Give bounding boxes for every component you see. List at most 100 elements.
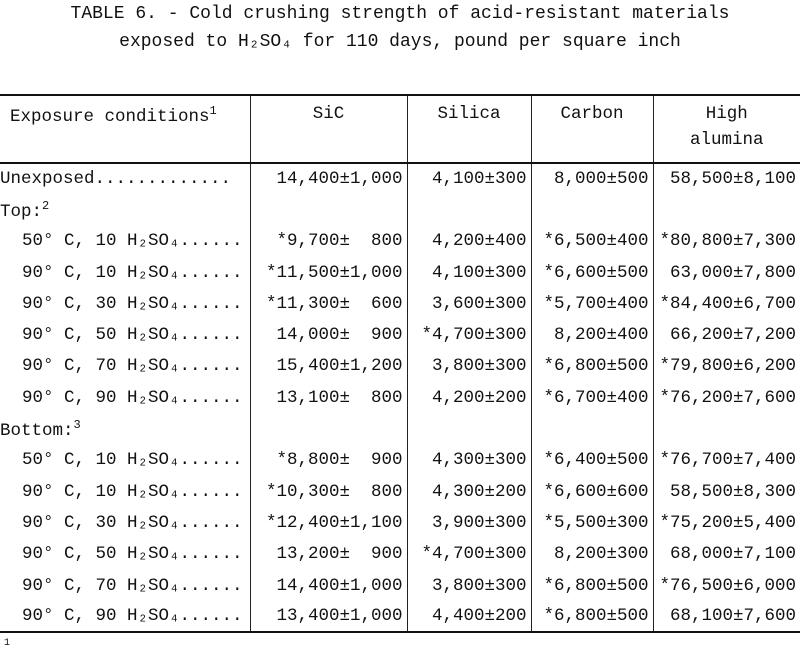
condition-label: 90° C, 30 H₂SO₄......: [22, 512, 243, 533]
condition-label: 90° C, 90 H₂SO₄......: [22, 606, 243, 627]
crushing-strength-table: Exposure conditions1 SiC Silica Carbon H…: [0, 94, 800, 634]
value-cell-carbon: *6,700±400: [530, 382, 653, 414]
value-cell-carbon: *5,500±300: [530, 507, 653, 539]
value-cell-carbon: *6,800±500: [530, 350, 653, 383]
footnote-ref: 2: [42, 198, 50, 213]
condition-label: 90° C, 90 H₂SO₄......: [22, 387, 243, 408]
exposure-condition-cell: 50° C, 10 H₂SO₄......: [0, 445, 250, 476]
value-cell-sic: *9,700± 800: [249, 225, 407, 257]
exposure-condition-cell: Top:2: [0, 194, 250, 225]
value-cell-high-alumina: *76,500±6,000: [652, 569, 800, 602]
value-cell-sic: 14,400±1,000: [249, 569, 407, 602]
value-cell-high-alumina: 58,500±8,100: [652, 163, 800, 195]
condition-label: Top:: [0, 201, 43, 222]
value-cell-carbon: *6,600±500: [530, 256, 653, 289]
exposure-condition-cell: Bottom:3: [0, 413, 250, 444]
condition-label: 90° C, 70 H₂SO₄......: [22, 575, 243, 596]
condition-label: 50° C, 10 H₂SO₄......: [22, 450, 243, 471]
value-cell-silica: [406, 413, 531, 445]
table-row: 90° C, 70 H₂SO₄...... 14,400±1,000 3,800±3…: [0, 569, 800, 602]
exposure-condition-cell: 90° C, 50 H₂SO₄......: [0, 539, 250, 570]
value-cell-silica: 4,400±200: [406, 601, 531, 634]
header-label: alumina: [689, 130, 764, 150]
value-cell-carbon: *6,500±400: [530, 225, 653, 257]
value-cell-carbon: *6,800±500: [530, 569, 653, 602]
value-cell-carbon: [530, 413, 653, 445]
exposure-condition-cell: 90° C, 70 H₂SO₄......: [0, 351, 250, 382]
value-cell-high-alumina: 58,500±8,300: [652, 475, 800, 508]
condition-label: 90° C, 50 H₂SO₄......: [22, 544, 243, 565]
table-row: 90° C, 30 H₂SO₄...... *11,300± 600 3,600±3…: [0, 288, 800, 320]
value-cell-silica: 3,800±300: [406, 350, 531, 383]
table-row: 90° C, 10 H₂SO₄...... *11,500±1,000 4,100±…: [0, 256, 800, 289]
value-cell-sic: 13,400±1,000: [249, 601, 407, 634]
value-cell-high-alumina: *75,200±5,400: [652, 507, 800, 539]
table-row: 90° C, 10 H₂SO₄...... *10,300± 800 4,300±2…: [0, 475, 800, 508]
table-row: 90° C, 90 H₂SO₄...... 13,400±1,000 4,400±2…: [0, 601, 800, 634]
exposure-condition-cell: 90° C, 90 H₂SO₄......: [0, 601, 250, 634]
value-cell-carbon: *5,700±400: [530, 288, 653, 320]
table-row: 90° C, 50 H₂SO₄...... 13,200± 900 *4,700±3…: [0, 538, 800, 570]
value-cell-carbon: 8,200±400: [530, 319, 653, 351]
value-cell-sic: [249, 194, 407, 226]
value-cell-high-alumina: 66,200±7,200: [652, 319, 800, 351]
value-cell-carbon: *6,400±500: [530, 444, 653, 476]
value-cell-carbon: *6,800±500: [530, 601, 653, 634]
value-cell-sic: *11,300± 600: [249, 288, 407, 320]
value-cell-high-alumina: *76,200±7,600: [652, 382, 800, 414]
exposure-condition-cell: 50° C, 10 H₂SO₄......: [0, 226, 250, 257]
condition-label: 90° C, 10 H₂SO₄......: [22, 481, 243, 502]
value-cell-high-alumina: 68,000±7,100: [652, 538, 800, 570]
header-silica: Silica: [406, 94, 531, 164]
value-cell-sic: *12,400±1,100: [249, 507, 407, 539]
value-cell-sic: 14,400±1,000: [249, 163, 407, 195]
exposure-condition-cell: 90° C, 50 H₂SO₄......: [0, 319, 250, 350]
table-row: 90° C, 90 H₂SO₄...... 13,100± 800 4,200±20…: [0, 382, 800, 414]
table-row: 90° C, 50 H₂SO₄...... 14,000± 900 *4,700±3…: [0, 319, 800, 351]
table-row: 90° C, 70 H₂SO₄...... 15,400±1,200 3,800±3…: [0, 350, 800, 383]
value-cell-silica: 3,800±300: [406, 569, 531, 602]
condition-label: 50° C, 10 H₂SO₄......: [22, 231, 243, 252]
value-cell-silica: 4,100±300: [406, 256, 531, 289]
value-cell-sic: [249, 413, 407, 445]
value-cell-carbon: *6,600±600: [530, 475, 653, 508]
value-cell-high-alumina: *79,800±6,200: [652, 350, 800, 383]
footnote-ref: 3: [73, 417, 81, 432]
condition-label: 90° C, 50 H₂SO₄......: [22, 325, 243, 346]
table-title: TABLE 6. - Cold crushing strength of aci…: [70, 4, 730, 24]
header-sic: SiC: [249, 94, 407, 164]
value-cell-sic: *8,800± 900: [249, 444, 407, 476]
exposure-condition-cell: 90° C, 30 H₂SO₄......: [0, 507, 250, 538]
condition-label: 90° C, 70 H₂SO₄......: [22, 356, 243, 377]
condition-label: 90° C, 30 H₂SO₄......: [22, 293, 243, 314]
group-row: Bottom:3: [0, 413, 800, 445]
value-cell-carbon: [530, 194, 653, 226]
value-cell-high-alumina: *80,800±7,300: [652, 225, 800, 257]
header-label: Exposure conditions: [10, 106, 210, 127]
header-carbon: Carbon: [530, 94, 653, 164]
value-cell-high-alumina: 68,100±7,600: [652, 601, 800, 634]
value-cell-silica: 4,300±200: [406, 475, 531, 508]
value-cell-silica: 3,900±300: [406, 507, 531, 539]
table-subtitle: exposed to H₂SO₄ for 110 days, pound per…: [119, 32, 681, 52]
value-cell-silica: *4,700±300: [406, 319, 531, 351]
group-row: Top:2: [0, 194, 800, 226]
table-row: Unexposed............. 14,400±1,000 4,100±…: [0, 163, 800, 195]
value-cell-high-alumina: [652, 413, 800, 445]
value-cell-silica: 4,300±300: [406, 444, 531, 476]
value-cell-carbon: 8,200±300: [530, 538, 653, 570]
value-cell-high-alumina: *84,400±6,700: [652, 288, 800, 320]
value-cell-sic: *10,300± 800: [249, 475, 407, 508]
value-cell-high-alumina: 63,000±7,800: [652, 256, 800, 289]
footnote-marker: 1: [4, 638, 11, 649]
header-label: High: [705, 104, 748, 124]
header-exposure-conditions: Exposure conditions1: [0, 94, 250, 164]
footnote-ref: 1: [209, 104, 217, 118]
header-row: Exposure conditions1 SiC Silica Carbon H…: [0, 94, 800, 164]
exposure-condition-cell: 90° C, 90 H₂SO₄......: [0, 382, 250, 413]
value-cell-sic: 14,000± 900: [249, 319, 407, 351]
value-cell-sic: *11,500±1,000: [249, 256, 407, 289]
value-cell-silica: 3,600±300: [406, 288, 531, 320]
exposure-condition-cell: 90° C, 10 H₂SO₄......: [0, 257, 250, 288]
exposure-condition-cell: 90° C, 70 H₂SO₄......: [0, 570, 250, 601]
